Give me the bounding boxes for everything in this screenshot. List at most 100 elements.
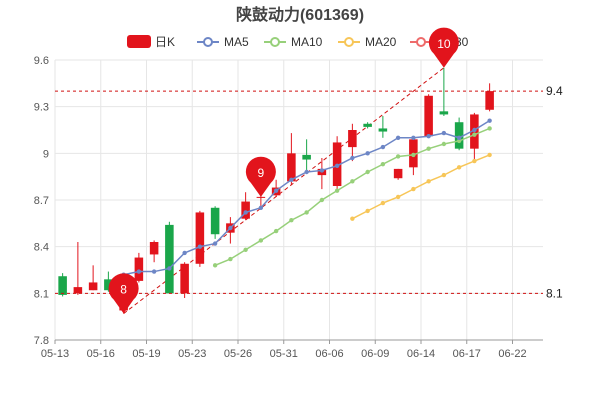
ma5-point	[319, 168, 325, 173]
ma5-point	[151, 269, 157, 274]
ma20-point	[472, 158, 477, 164]
candle-body	[241, 201, 250, 219]
candle	[485, 83, 494, 112]
candle	[363, 122, 372, 129]
y-tick-label: 9.3	[34, 102, 49, 114]
y-tick-label: 8.7	[34, 195, 49, 207]
candle	[454, 117, 464, 151]
candle-body	[180, 263, 189, 294]
legend-item-ma10[interactable]: MA10	[264, 35, 323, 49]
ma20-point	[411, 186, 416, 192]
ma5-point	[273, 188, 279, 193]
reference-lines: 9.4 8.1	[55, 84, 563, 300]
x-tick-label: 05-26	[224, 348, 252, 360]
legend-item-ma5[interactable]: MA5	[197, 35, 249, 49]
candle	[241, 192, 250, 221]
candle	[88, 265, 98, 291]
ma10-point	[212, 263, 218, 268]
ma10-point	[243, 247, 248, 252]
ma5-point	[167, 266, 172, 271]
ma5-point	[350, 155, 355, 161]
pin-label: 10	[437, 37, 451, 51]
ma10-point	[350, 179, 355, 184]
ma5-point	[304, 169, 309, 175]
ma10-point	[456, 138, 462, 144]
x-tick-label: 06-09	[361, 348, 389, 360]
x-tick-label: 06-22	[498, 348, 526, 360]
ma5-point	[197, 244, 203, 249]
candle	[317, 158, 327, 190]
legend-item-dayk[interactable]: 日K	[127, 35, 175, 49]
candle	[348, 123, 357, 162]
legend-ma20-label: MA20	[365, 35, 397, 49]
candle	[104, 271, 113, 292]
ma10-point	[319, 197, 325, 203]
ma5-point	[136, 269, 142, 274]
candle	[180, 262, 189, 298]
ma10-point	[426, 146, 431, 151]
legend-ma30-swatch	[416, 37, 426, 47]
ma20-line	[352, 154, 490, 220]
trend-line-layer	[123, 67, 445, 314]
ma20-point	[487, 152, 492, 158]
candle-body	[454, 122, 464, 149]
ma5-point	[258, 205, 264, 210]
y-tick-label: 9	[43, 148, 49, 160]
ma5-point	[411, 135, 416, 140]
ma10-point	[304, 210, 309, 215]
candle	[393, 168, 403, 180]
legend-ma10-swatch	[270, 37, 280, 47]
ma20-point	[441, 172, 447, 178]
ma5-point	[426, 134, 431, 139]
candle-body	[73, 287, 83, 294]
ma20-point	[350, 216, 355, 221]
pin-marker	[428, 27, 459, 68]
legend-ma20-swatch	[344, 37, 354, 47]
candle-body	[149, 242, 159, 255]
ma10-point	[411, 152, 416, 158]
ma5-point	[380, 144, 386, 150]
x-tick-label: 05-23	[178, 348, 206, 360]
candle-body	[393, 168, 403, 179]
trend-line	[123, 67, 445, 314]
candle-body	[378, 128, 388, 132]
candle	[378, 116, 388, 138]
ma10-point	[441, 141, 447, 147]
x-tick-label: 05-16	[87, 348, 115, 360]
legend: 日K MA5 MA10 MA20 MA30	[127, 35, 469, 49]
ma10-point	[289, 218, 294, 223]
candle-body	[363, 123, 372, 127]
x-tick-label: 05-13	[41, 348, 69, 360]
candle-body	[287, 153, 296, 182]
ref-line-label: 8.1	[546, 286, 563, 300]
pin-label: 9	[258, 166, 265, 180]
candle	[287, 133, 296, 185]
candle	[195, 210, 205, 267]
ma5-point	[289, 177, 294, 182]
legend-ma5-label: MA5	[224, 35, 249, 49]
ma10-point	[395, 154, 401, 159]
candle-body	[256, 196, 266, 198]
annotation-pin: 10	[428, 27, 459, 68]
candle-body	[104, 279, 113, 291]
ma5-point	[334, 163, 340, 168]
legend-item-ma20[interactable]: MA20	[338, 35, 397, 49]
ma10-point	[334, 188, 340, 193]
ma10-point	[472, 132, 477, 137]
axes: 9.6 9.3 9 8.7 8.4 8.1 7.805-13 05-16 05-19 05-23 0…	[34, 55, 543, 360]
ma10-point	[258, 238, 264, 243]
candle	[165, 221, 174, 294]
ma5-point	[243, 210, 248, 215]
legend-ma5-swatch	[203, 37, 213, 47]
ma5-point	[182, 250, 187, 256]
ma10-point	[380, 162, 386, 167]
ma5-point	[487, 118, 492, 123]
ma5-point	[472, 127, 477, 133]
ma10-point	[487, 126, 492, 131]
pin-marker	[245, 156, 276, 197]
candle	[73, 242, 83, 295]
ma5-point	[456, 135, 462, 140]
annotation-pins: 8 9 10	[108, 27, 459, 314]
candle-body	[134, 257, 144, 281]
x-tick-label: 05-19	[132, 348, 160, 360]
